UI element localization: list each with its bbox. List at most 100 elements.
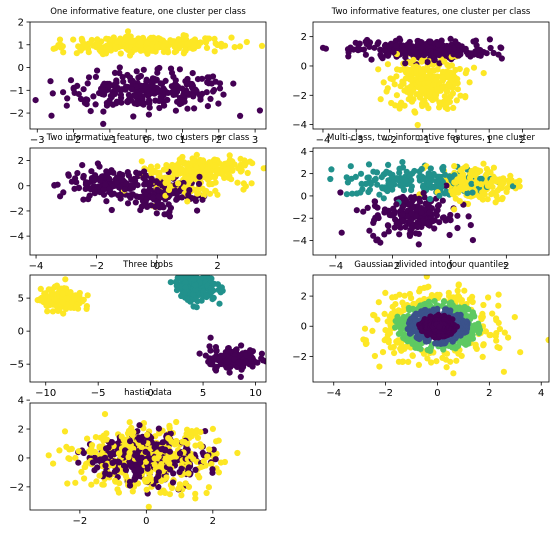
data-point <box>493 317 500 324</box>
data-point <box>184 440 191 447</box>
data-point <box>408 210 415 217</box>
data-point <box>431 298 438 305</box>
data-point <box>411 108 418 115</box>
data-point <box>176 468 183 476</box>
data-point <box>89 459 96 466</box>
data-point <box>371 44 378 51</box>
data-point <box>61 428 69 435</box>
data-point <box>90 93 97 100</box>
x-tick-label: 1 <box>179 135 185 146</box>
data-point <box>56 307 63 314</box>
data-point <box>439 197 446 204</box>
data-point <box>119 74 126 81</box>
data-point <box>262 165 266 172</box>
data-point <box>353 207 360 214</box>
data-point <box>463 184 470 191</box>
data-point <box>154 199 161 206</box>
data-point <box>64 480 71 487</box>
data-point <box>207 334 214 341</box>
data-point <box>113 86 120 93</box>
data-point <box>64 95 71 102</box>
data-point <box>375 214 382 222</box>
data-point <box>116 69 123 77</box>
data-point <box>128 86 135 93</box>
data-point <box>197 441 204 448</box>
data-point <box>226 152 233 159</box>
data-point <box>444 88 451 95</box>
scatter-points <box>327 159 523 248</box>
data-point <box>100 120 107 127</box>
data-point <box>231 356 238 363</box>
chart-panel-1: −3 −2 −1 0 1 2 3 −2 −1 0 1 2 One informative feature… <box>9 7 267 146</box>
data-point <box>407 43 414 50</box>
data-point <box>413 69 420 76</box>
data-point <box>68 178 75 185</box>
data-point <box>241 157 248 164</box>
data-point <box>235 165 242 172</box>
data-point <box>115 489 122 496</box>
data-point <box>140 438 147 445</box>
data-point <box>495 302 502 309</box>
data-point <box>159 439 166 446</box>
data-point <box>196 173 203 180</box>
data-point <box>113 98 120 105</box>
data-point <box>192 296 199 303</box>
y-tick-label: −2 <box>292 214 307 225</box>
data-point <box>207 95 214 102</box>
data-point <box>176 450 184 457</box>
data-point <box>173 82 180 89</box>
data-point <box>161 211 168 218</box>
data-point <box>364 204 371 211</box>
data-point <box>362 337 369 344</box>
data-point <box>387 181 394 188</box>
data-point <box>147 455 154 462</box>
data-point <box>433 212 440 219</box>
x-tick-label: 0 <box>143 135 149 146</box>
data-point <box>130 445 137 452</box>
data-point <box>128 38 135 45</box>
x-tick-label: 5 <box>200 388 206 399</box>
data-point <box>513 179 520 186</box>
data-point <box>109 459 116 466</box>
data-point <box>461 287 468 294</box>
data-point <box>72 479 79 486</box>
axes-frame <box>29 147 267 256</box>
y-tick-label: 2 <box>18 18 24 29</box>
data-point <box>368 56 375 63</box>
data-point <box>243 38 250 46</box>
data-point <box>479 189 486 196</box>
data-point <box>67 304 74 311</box>
axes-frame <box>29 21 267 130</box>
data-point <box>126 52 134 59</box>
data-point <box>45 286 52 293</box>
data-point <box>140 66 147 73</box>
data-point <box>208 80 215 87</box>
data-point <box>362 38 369 45</box>
data-point <box>122 473 129 480</box>
data-point <box>37 285 44 292</box>
data-point <box>84 80 91 87</box>
data-point <box>80 449 87 457</box>
data-point <box>130 113 137 120</box>
data-point <box>81 475 88 482</box>
data-point <box>185 464 193 471</box>
data-point <box>228 176 235 183</box>
data-point <box>60 189 67 196</box>
data-point <box>504 185 511 192</box>
data-point <box>175 180 182 187</box>
data-point <box>184 296 191 303</box>
data-point <box>151 461 158 468</box>
data-point <box>88 168 95 175</box>
data-point <box>92 434 99 441</box>
data-point <box>180 91 187 98</box>
data-point <box>182 279 189 286</box>
data-point <box>488 179 495 186</box>
data-point <box>391 81 398 88</box>
y-tick-label: −4 <box>292 120 307 131</box>
data-point <box>392 42 400 50</box>
data-point <box>166 425 173 432</box>
data-point <box>258 42 266 50</box>
data-point <box>347 163 354 170</box>
data-point <box>202 39 210 46</box>
